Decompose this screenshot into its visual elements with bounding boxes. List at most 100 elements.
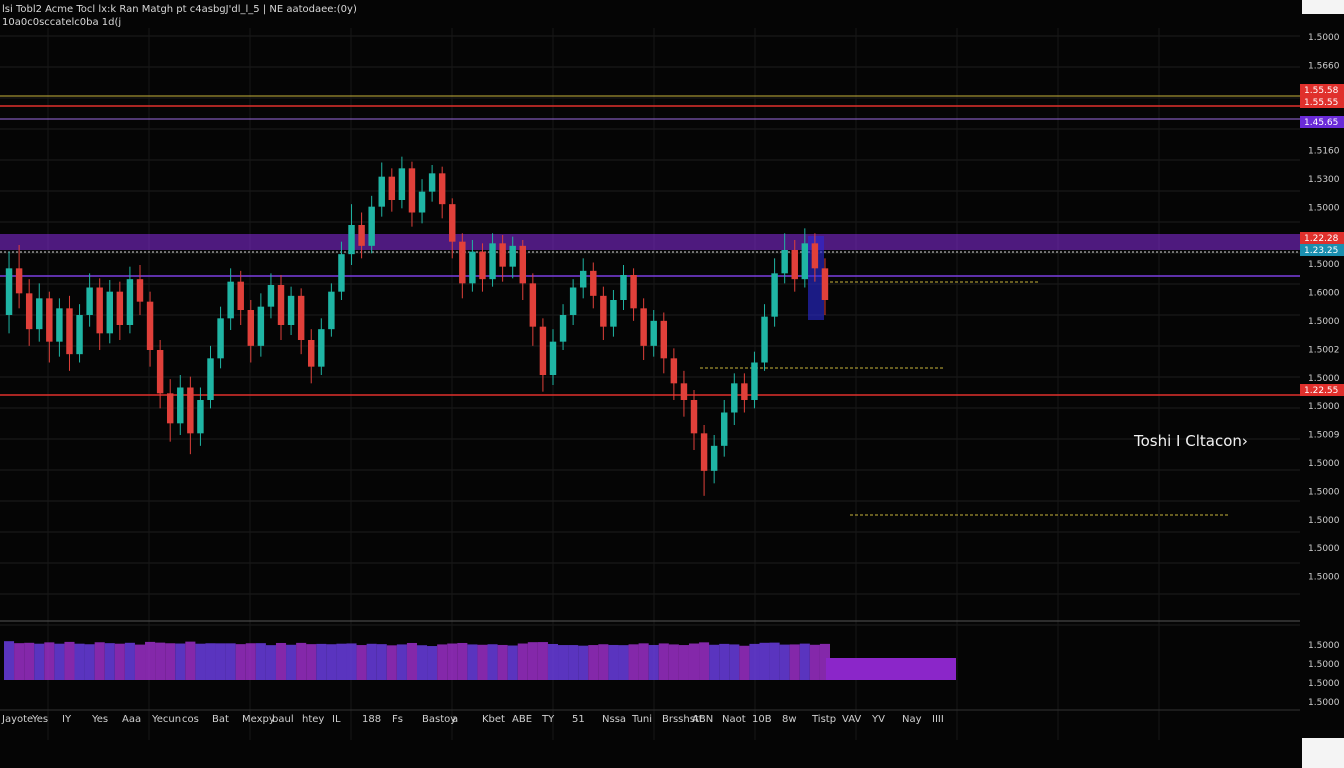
volume-bar [427,646,438,680]
volume-bar [826,658,956,680]
candle-body [569,287,577,315]
volume-tick-label: 1.5000 [1308,660,1340,670]
volume-bar [306,644,317,680]
candle-body [358,225,365,246]
volume-bar [809,644,820,680]
axis-corner-bottom [1302,738,1344,768]
level-zone [0,234,1300,250]
volume-bar [255,643,266,680]
volume-bar [608,644,619,680]
candle-body [66,308,73,355]
volume-bar [799,643,810,680]
volume-bar [215,643,226,680]
volume-bar [578,645,589,680]
time-tick-label: TY [541,714,555,725]
volume-bar [195,643,206,680]
price-tag [1300,96,1344,108]
volume-tick-label: 1.5000 [1308,679,1340,689]
candle-body [479,251,486,280]
candle-body [418,191,426,213]
candle-body [136,279,144,302]
price-tag-label: 1.22.55 [1304,386,1338,396]
time-tick-label: baul [272,714,294,725]
price-levels [0,95,1300,516]
price-tick-label: 1.5000 [1308,203,1340,213]
volume-bar [598,644,609,680]
volume-bar [165,643,176,680]
candle-body [378,176,385,207]
volume-bar [668,644,679,680]
time-tick-label: a [452,714,458,725]
price-tick-label: 1.5160 [1308,147,1340,157]
time-tick-label: 188 [362,714,381,725]
volume-bar [588,645,599,680]
candle-body [731,383,738,413]
time-tick-label: 8w [782,714,797,725]
candles [5,156,829,496]
candle-body [287,295,295,325]
candle-body [680,383,688,400]
volume-bar [729,644,740,680]
candle-body [640,308,647,346]
price-tick-label: 1.5000 [1308,544,1340,554]
volume-bar [547,643,559,680]
volume-bar [114,643,125,680]
volume-bar [457,642,468,680]
volume-bar [648,644,659,680]
candle-body [348,225,355,255]
candle-body [791,250,798,280]
chart-grid [0,28,1300,740]
time-tick-label: IIII [932,714,944,725]
volume-bar [326,644,337,680]
volume-bar [709,644,720,680]
candle-body [368,206,375,246]
volume-bar [104,643,115,680]
volume-bar [769,642,780,680]
candle-body [56,308,63,342]
volume-bar [537,642,548,680]
candle-body [328,291,335,330]
volume-bar [34,643,45,680]
candle-body [710,445,718,471]
candle-body [539,326,547,375]
time-tick-label: IY [62,714,72,725]
candle-body [207,358,214,400]
price-tag-label: 1.55.58 [1304,86,1339,96]
candle-body [146,301,154,350]
candle-body [741,383,748,400]
volume-bar [336,643,347,680]
volume-bar [467,644,478,680]
volume-bar [185,641,196,680]
volume-bar [94,642,105,680]
time-tick-label: Kbet [482,714,505,725]
candle-body [227,281,234,319]
chart-title: lsi Tobl2 Acme Tocl lx:k Ran Matgh pt c4… [2,4,357,15]
axis-corner-top [1302,0,1344,14]
time-tick-label: Mexpy [242,714,275,725]
candle-body [177,387,184,424]
price-tick-label: 1.5000 [1308,459,1340,469]
volume-bar [145,641,156,680]
time-tick-label: Aaa [122,714,141,725]
volume-bar [739,645,750,680]
candle-body [509,245,516,267]
time-tick-label: Bastoy [422,714,456,725]
price-tick-label: 1.5000 [1308,402,1340,412]
candle-body [247,310,255,346]
volume-bar [678,645,689,680]
time-tick-label: Yecun [151,714,181,725]
price-tag [1300,116,1344,128]
time-tick-label: Bat [212,714,229,725]
price-tag [1300,232,1344,244]
volume-bar [789,644,800,680]
candle-body [700,433,708,471]
volume-bar [225,643,236,680]
volume-bar [54,643,65,680]
volume-bar [507,645,518,680]
time-tick-label: VAV [842,714,861,725]
price-tick-label: 1.5000 [1308,516,1340,526]
price-tick-label: 1.5000 [1308,317,1340,327]
volume-bar [4,641,15,680]
time-tick-label: IL [332,714,341,725]
